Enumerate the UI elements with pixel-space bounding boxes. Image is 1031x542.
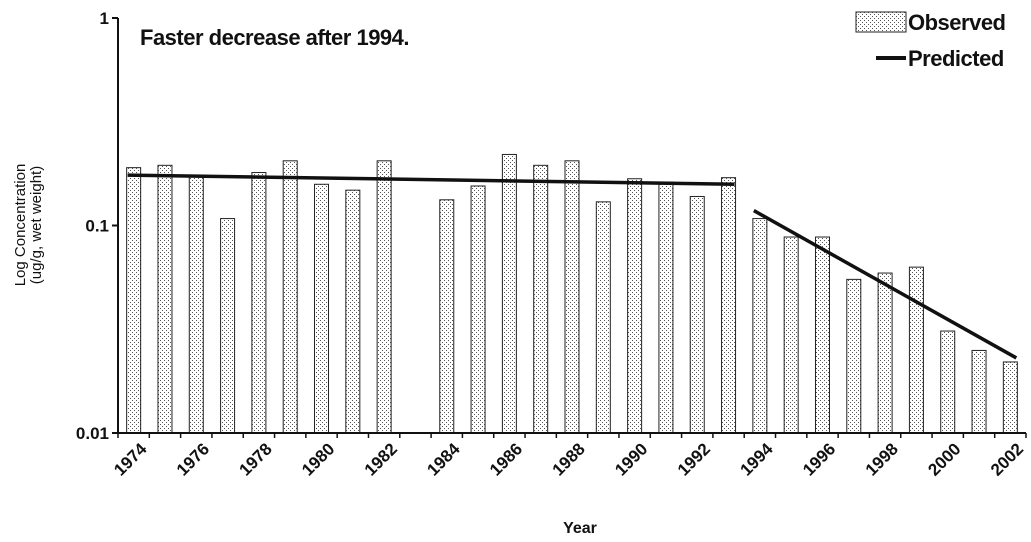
x-tick-label: 2002 <box>987 439 1027 479</box>
bar-1985 <box>470 185 486 434</box>
x-tick-label: 1986 <box>486 439 526 479</box>
bar-1997 <box>846 278 862 434</box>
y-tick-label: 1 <box>100 9 109 28</box>
x-tick-label: 1978 <box>236 439 276 479</box>
bar-1984 <box>439 199 455 434</box>
legend-predicted-label: Predicted <box>908 46 1004 71</box>
bar-1977 <box>220 218 236 434</box>
bar-1989 <box>595 201 611 434</box>
x-tick-label: 1996 <box>799 439 839 479</box>
x-tick-label: 1988 <box>549 439 589 479</box>
bar-1994 <box>752 218 768 434</box>
bar-1991 <box>658 181 674 434</box>
x-tick-label: 1974 <box>110 439 151 480</box>
bar-1981 <box>345 189 361 434</box>
bar-2002 <box>1002 361 1018 434</box>
x-tick-label: 2000 <box>924 439 964 479</box>
legend-observed-label: Observed <box>908 10 1006 35</box>
annotation: Faster decrease after 1994. <box>140 25 409 50</box>
x-ticks: 1974 1976 1978 1980 1982 1984 1986 1988 1990 1992… <box>110 433 1027 480</box>
x-tick-label: 1994 <box>737 439 778 480</box>
bar-1986 <box>501 153 517 434</box>
bar-1980 <box>314 183 330 434</box>
x-tick-label: 1984 <box>423 439 464 480</box>
predicted-segment-1 <box>127 173 735 187</box>
bar-1992 <box>689 195 705 434</box>
bar-1988 <box>564 160 580 434</box>
bar-1996 <box>814 236 830 434</box>
x-tick-label: 1998 <box>862 439 902 479</box>
y-ticks: 0.01 0.1 1 <box>76 9 118 443</box>
bar-1982 <box>376 160 392 434</box>
predicted-lines <box>127 173 1018 360</box>
legend-observed-swatch <box>855 11 907 33</box>
y-tick-label: 0.1 <box>85 217 109 236</box>
bar-1974 <box>126 167 142 434</box>
y-axis-label-line2: (ug/g, wet weight) <box>28 166 45 284</box>
bar-1999 <box>908 266 924 434</box>
y-tick-label: 0.01 <box>76 424 109 443</box>
bars <box>126 153 1018 434</box>
bar-1990 <box>627 178 643 434</box>
x-axis-label: Year <box>563 520 597 537</box>
y-axis-label-line1: Log Concentration <box>12 164 29 287</box>
bar-1995 <box>783 236 799 434</box>
x-tick-label: 1992 <box>674 439 714 479</box>
bar-1978 <box>251 172 267 434</box>
bar-1987 <box>533 164 549 434</box>
x-tick-label: 1976 <box>173 439 213 479</box>
x-tick-label: 1982 <box>361 439 401 479</box>
x-tick-label: 1990 <box>611 439 651 479</box>
bar-1979 <box>282 160 298 434</box>
legend: Observed Predicted <box>855 10 1006 71</box>
bar-1998 <box>877 272 893 434</box>
bar-2000 <box>940 330 956 434</box>
bar-1975 <box>157 164 173 434</box>
bar-2001 <box>971 349 987 434</box>
bar-1976 <box>188 174 204 434</box>
x-tick-label: 1980 <box>298 439 338 479</box>
bar-1993 <box>721 177 737 434</box>
predicted-segment-2 <box>753 209 1018 360</box>
